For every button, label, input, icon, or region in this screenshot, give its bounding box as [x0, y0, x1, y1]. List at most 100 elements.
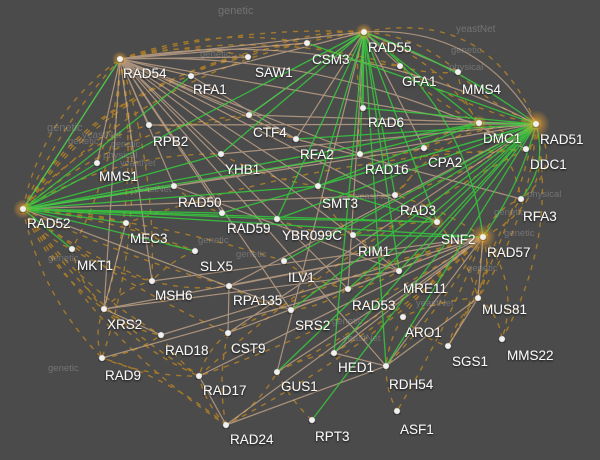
gene-node-saw1[interactable]	[244, 53, 252, 61]
orange-dashed-edge	[477, 198, 522, 299]
gene-node-cst9[interactable]	[224, 329, 232, 337]
tan-solid-edge	[385, 297, 479, 367]
gene-node-msh6[interactable]	[148, 277, 156, 285]
gene-node-rpt3[interactable]	[308, 416, 316, 424]
gene-node-rad50[interactable]	[170, 182, 178, 190]
gene-node-mms1[interactable]	[93, 159, 101, 167]
gene-label-mre11: MRE11	[403, 281, 447, 296]
gene-label-gfa1: GFA1	[402, 74, 437, 89]
green-solid-edge	[363, 31, 537, 125]
gene-node-rad55[interactable]	[360, 28, 368, 36]
gene-node-cpa2[interactable]	[420, 144, 428, 152]
tan-solid-edge	[119, 58, 480, 124]
orange-dashed-edge	[220, 153, 319, 187]
green-solid-edge	[347, 123, 537, 290]
gene-node-ilv1[interactable]	[280, 257, 288, 265]
gene-node-rad57[interactable]	[479, 233, 487, 241]
gene-label-rad9: RAD9	[105, 368, 141, 383]
gene-node-mus81[interactable]	[474, 294, 482, 302]
tan-solid-edge	[119, 58, 222, 155]
green-solid-edge	[22, 208, 73, 250]
gene-node-mec3[interactable]	[122, 219, 130, 227]
gene-node-hed1[interactable]	[330, 349, 338, 357]
green-solid-edge	[352, 123, 537, 236]
green-solid-edge	[283, 123, 537, 262]
gene-node-smt3[interactable]	[314, 182, 322, 190]
gene-node-rpa135[interactable]	[225, 282, 233, 290]
orange-dashed-edge	[482, 123, 541, 238]
gene-node-rad17[interactable]	[195, 372, 203, 380]
orange-dashed-edge	[290, 288, 349, 311]
gene-node-rad24[interactable]	[222, 421, 230, 429]
tan-solid-edge	[385, 236, 484, 367]
gene-node-mkt1[interactable]	[68, 245, 76, 253]
gene-node-rfa1[interactable]	[187, 72, 195, 80]
gene-node-rpb2[interactable]	[145, 121, 153, 129]
gene-node-ybr099c[interactable]	[273, 215, 281, 223]
gene-node-rad59[interactable]	[218, 209, 226, 217]
orange-dashed-edge	[22, 208, 230, 287]
orange-dashed-edge	[347, 270, 400, 290]
gene-label-mus81: MUS81	[482, 302, 527, 317]
gene-node-mre11[interactable]	[395, 267, 403, 275]
green-solid-edge	[385, 123, 537, 367]
gene-node-mms22[interactable]	[498, 335, 506, 343]
gene-node-rad16[interactable]	[356, 150, 364, 158]
gene-node-rfa3[interactable]	[517, 195, 525, 203]
orange-dashed-edge	[22, 124, 150, 210]
gene-node-ddc1[interactable]	[522, 145, 530, 153]
gene-node-aro1[interactable]	[399, 313, 407, 321]
orange-dashed-edge	[385, 236, 484, 367]
gene-node-csm3[interactable]	[303, 39, 311, 47]
gene-node-rfa2[interactable]	[292, 135, 300, 143]
orange-dashed-edge	[363, 31, 459, 73]
gene-label-rpa135: RPA135	[233, 293, 282, 308]
gene-node-mms4[interactable]	[454, 68, 462, 76]
gene-node-yhb1[interactable]	[217, 150, 225, 158]
gene-node-rad52[interactable]	[19, 205, 27, 213]
orange-dashed-edge	[317, 185, 354, 236]
orange-dashed-edge	[394, 194, 484, 238]
orange-dashed-edge	[22, 208, 105, 310]
gene-node-rad18[interactable]	[157, 331, 165, 339]
gene-node-rad54[interactable]	[116, 55, 124, 63]
tan-solid-edge	[227, 285, 230, 334]
gene-node-ctf4[interactable]	[245, 111, 253, 119]
gene-node-xrs2[interactable]	[100, 305, 108, 313]
gene-node-gus1[interactable]	[273, 368, 281, 376]
gene-node-slx5[interactable]	[191, 247, 199, 255]
gene-node-snf2[interactable]	[433, 218, 441, 226]
gene-node-gfa1[interactable]	[396, 62, 404, 70]
green-solid-edge	[248, 31, 365, 116]
orange-dashed-edge	[423, 147, 527, 154]
orange-dashed-edge	[363, 31, 480, 124]
gene-node-rad9[interactable]	[98, 354, 106, 362]
gene-label-gus1: GUS1	[281, 379, 318, 394]
gene-node-rad51[interactable]	[532, 120, 540, 128]
orange-dashed-edge	[22, 42, 308, 210]
gene-node-rad3[interactable]	[391, 191, 399, 199]
orange-dashed-edge	[501, 123, 544, 340]
orange-dashed-edge	[457, 71, 537, 125]
orange-dashed-edge	[477, 123, 537, 299]
gene-node-rad6[interactable]	[359, 104, 367, 112]
gene-node-rdh54[interactable]	[382, 362, 390, 370]
edge-type-labels: geneticgeneticyeastNetgeneticphysicalgen…	[47, 5, 561, 374]
gene-node-asf1[interactable]	[393, 407, 401, 415]
tan-solid-edge	[290, 236, 484, 311]
tan-solid-edge	[119, 58, 319, 187]
gene-label-rad3: RAD3	[400, 203, 436, 218]
gene-node-rim1[interactable]	[349, 231, 357, 239]
tan-solid-edge	[227, 123, 537, 334]
gene-node-dmc1[interactable]	[475, 119, 483, 127]
orange-dashed-edge	[402, 316, 449, 347]
gene-node-srs2[interactable]	[287, 306, 295, 314]
gene-node-rad53[interactable]	[344, 285, 352, 293]
gene-node-sgs1[interactable]	[444, 342, 452, 350]
tan-solid-edge	[119, 58, 297, 140]
green-solid-edge	[276, 123, 537, 220]
tan-solid-edge	[119, 58, 175, 187]
orange-dashed-edge	[385, 365, 398, 412]
